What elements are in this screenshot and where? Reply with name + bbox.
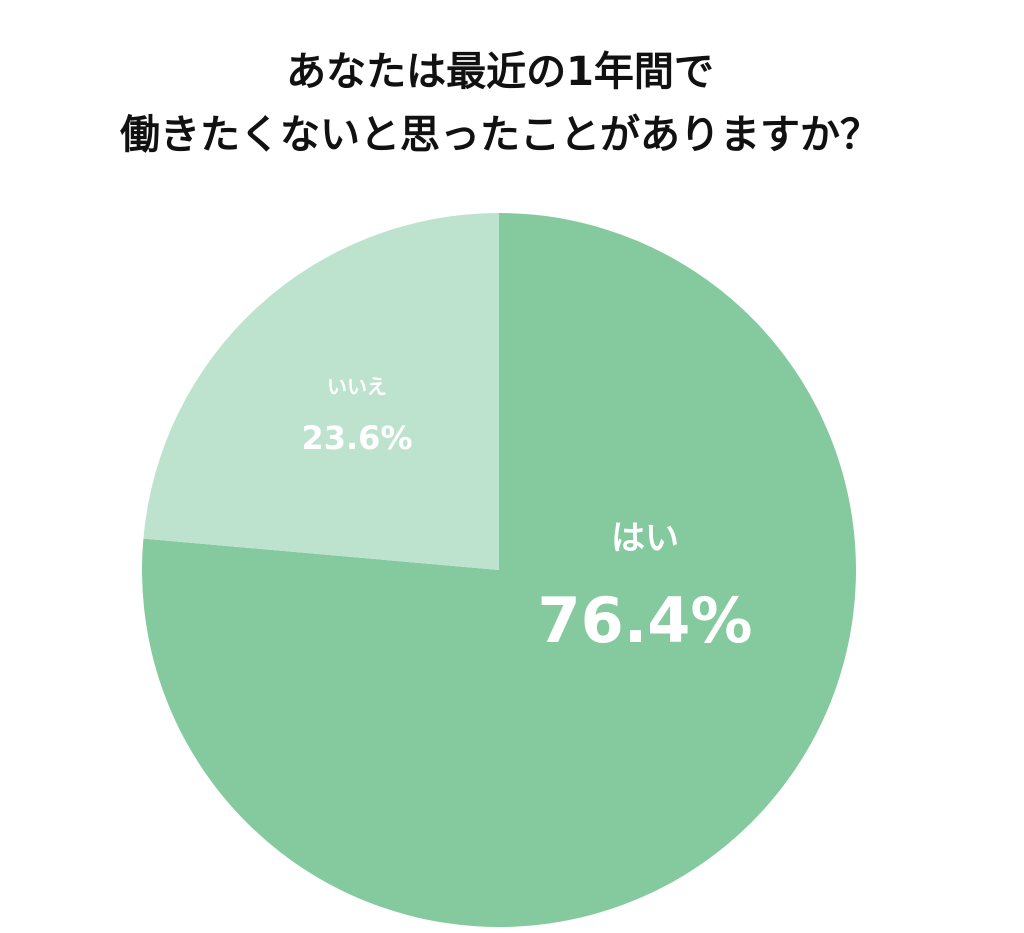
slice-category-label: はい xyxy=(611,519,679,559)
chart-title: 働きたくないと思ったことがありますか？ xyxy=(120,112,880,158)
pie-slice xyxy=(143,213,499,570)
slice-value-label: 23.6% xyxy=(301,419,412,457)
slice-value-label: 76.4% xyxy=(537,584,752,657)
slice-category-label: いいえ xyxy=(327,375,387,399)
chart-title: あなたは最近の1年間で xyxy=(286,49,714,95)
